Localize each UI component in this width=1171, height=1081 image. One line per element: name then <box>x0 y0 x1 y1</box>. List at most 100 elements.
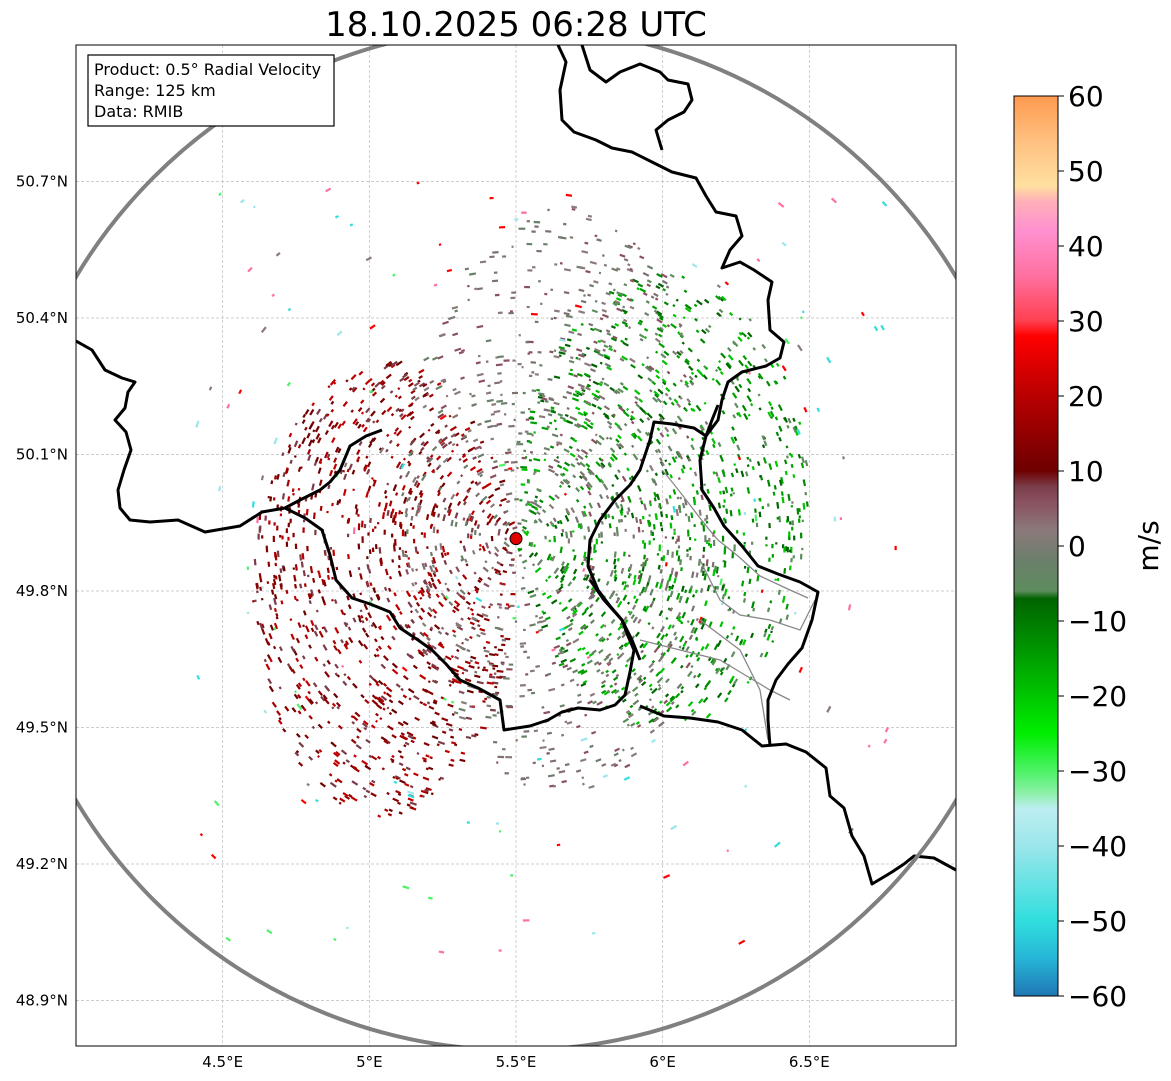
echo-pixel <box>627 610 631 614</box>
echo-pixel <box>520 483 526 486</box>
echo-pixel <box>622 410 630 418</box>
echo-pixel <box>372 678 379 685</box>
echo-pixel <box>617 469 621 474</box>
echo-pixel <box>656 632 662 639</box>
echo-pixel <box>272 497 276 501</box>
echo-pixel <box>448 728 454 732</box>
echo-pixel <box>454 347 462 352</box>
echo-pixel <box>441 443 448 449</box>
echo-pixel <box>500 634 504 638</box>
echo-pixel <box>699 588 704 593</box>
echo-pixel <box>626 467 630 472</box>
echo-pixel <box>567 598 573 603</box>
echo-pixel <box>503 652 507 655</box>
echo-pixel <box>585 386 591 391</box>
echo-pixel <box>700 494 704 501</box>
echo-pixel <box>787 493 791 501</box>
echo-pixel <box>720 352 727 359</box>
echo-pixel <box>598 533 601 538</box>
echo-pixel <box>639 497 642 500</box>
echo-pixel <box>613 763 619 768</box>
echo-pixel <box>546 522 550 527</box>
echo-pixel <box>566 407 570 411</box>
echo-pixel <box>295 749 300 754</box>
echo-pixel <box>640 500 644 505</box>
echo-pixel <box>499 380 503 383</box>
echo-pixel <box>777 404 783 412</box>
echo-pixel <box>608 347 614 352</box>
regional-borders <box>639 469 816 741</box>
echo-pixel <box>591 309 598 314</box>
echo-pixel <box>633 595 637 600</box>
echo-pixel <box>623 422 628 427</box>
echo-pixel <box>564 461 571 467</box>
echo-pixel <box>309 408 315 416</box>
echo-pixel <box>380 736 388 742</box>
echo-pixel <box>304 426 308 431</box>
echo-pixel <box>717 502 722 509</box>
echo-pixel <box>601 301 606 306</box>
echo-pixel <box>348 570 353 578</box>
echo-pixel <box>442 497 447 503</box>
echo-pixel <box>643 327 649 332</box>
echo-pixel <box>424 688 429 693</box>
border-luxembourg-west <box>586 404 720 621</box>
echo-pixel <box>333 692 339 699</box>
echo-pixel <box>551 648 556 652</box>
echo-pixel <box>763 440 768 447</box>
echo-pixel <box>566 615 571 620</box>
echo-pixel <box>315 456 320 463</box>
echo-pixel <box>346 675 352 681</box>
echo-pixel <box>608 523 612 529</box>
echo-pixel <box>719 490 722 495</box>
echo-pixel <box>681 275 686 280</box>
echo-pixel <box>621 321 628 326</box>
echo-pixel <box>521 518 528 523</box>
echo-pixel <box>645 300 650 304</box>
echo-pixel <box>309 593 313 598</box>
echo-pixel <box>432 570 437 575</box>
echo-pixel <box>404 550 408 554</box>
echo-pixel <box>581 352 585 356</box>
echo-pixel <box>570 463 576 468</box>
echo-pixel <box>365 765 372 771</box>
echo-pixel <box>569 618 574 623</box>
echo-pixel <box>505 756 513 759</box>
echo-pixel <box>274 553 278 561</box>
echo-pixel <box>406 623 411 629</box>
echo-pixel <box>662 400 668 406</box>
echo-pixel <box>260 475 265 481</box>
echo-pixel <box>565 314 573 319</box>
echo-pixel <box>729 675 735 682</box>
echo-pixel <box>386 791 390 796</box>
echo-pixel <box>563 569 568 575</box>
echo-pixel <box>456 648 460 653</box>
echo-pixel <box>626 297 633 302</box>
echo-pixel <box>259 586 263 591</box>
echo-pixel <box>493 424 498 428</box>
echo-pixel <box>318 479 323 486</box>
echo-pixel <box>478 548 482 551</box>
echo-pixel <box>317 437 322 444</box>
echo-pixel <box>805 501 809 507</box>
echo-pixel <box>475 481 482 487</box>
echo-pixel <box>337 448 342 454</box>
echo-pixel <box>767 401 773 407</box>
echo-pixel <box>317 570 320 573</box>
echo-pixel <box>632 534 635 539</box>
echo-pixel <box>277 719 283 725</box>
echo-pixel <box>435 667 439 671</box>
echo-pixel <box>296 703 303 711</box>
echo-pixel <box>342 401 348 407</box>
echo-pixel <box>580 386 585 391</box>
echo-pixel <box>469 272 477 276</box>
echo-pixel <box>408 697 412 701</box>
echo-pixel <box>458 707 466 712</box>
echo-pixel <box>310 589 314 597</box>
echo-pixel <box>405 470 411 478</box>
echo-pixel <box>752 347 757 351</box>
radar-site-marker[interactable] <box>509 532 523 546</box>
echo-pixel <box>639 643 645 649</box>
echo-pixel <box>327 385 331 389</box>
echo-pixel <box>420 607 426 613</box>
